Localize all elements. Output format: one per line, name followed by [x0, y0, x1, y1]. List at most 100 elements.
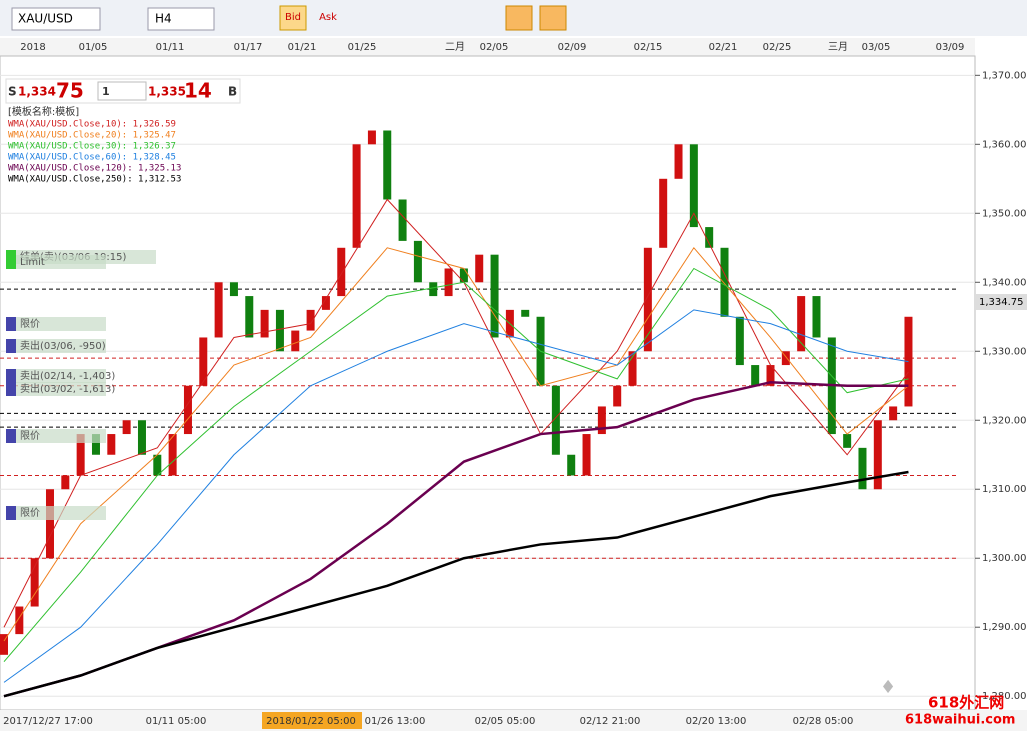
bid-button[interactable] — [279, 5, 307, 31]
time-axis — [0, 710, 1027, 731]
y-tick-label: 1,280.00 — [982, 691, 1027, 702]
order-mark — [6, 317, 16, 331]
candle — [582, 434, 591, 476]
symbol-select[interactable] — [11, 7, 101, 31]
y-tick-label: 1,310.00 — [982, 484, 1027, 495]
candle — [137, 420, 146, 455]
candle — [797, 296, 806, 352]
y-tick-label: 1,340.00 — [982, 277, 1027, 288]
candle — [889, 406, 898, 421]
date-label: 01/17 — [234, 42, 263, 53]
candle — [183, 385, 192, 435]
candle — [337, 247, 346, 297]
order-label: 限价 — [20, 507, 40, 519]
candle — [45, 489, 54, 559]
candle — [306, 309, 315, 331]
date-label: 三月 — [828, 41, 848, 53]
candle — [459, 268, 468, 283]
quote-sell_big: 1,334 — [18, 85, 56, 99]
candle — [521, 309, 530, 317]
candle — [643, 247, 652, 352]
candle — [751, 365, 760, 386]
order-label: Limit — [20, 257, 45, 268]
candle — [245, 296, 254, 338]
quote-sell_label: S — [8, 85, 17, 99]
candle — [0, 634, 8, 655]
candle — [628, 351, 637, 386]
y-tick-label: 1,290.00 — [982, 622, 1027, 633]
order-label: 卖出(03/06, -950) — [20, 339, 106, 352]
ask[interactable]: Ask — [319, 12, 337, 23]
time-label: 01/26 13:00 — [365, 716, 426, 727]
candle — [398, 199, 407, 241]
candle — [229, 282, 238, 297]
candle — [275, 309, 284, 352]
watermark: 618waihui.com — [905, 713, 1015, 728]
current-price: 1,334.75 — [979, 297, 1024, 308]
candle — [766, 365, 775, 386]
order-badge — [6, 317, 106, 331]
order-mark — [6, 506, 16, 520]
candle — [551, 385, 560, 455]
timeframe-select[interactable] — [147, 7, 215, 31]
candle — [597, 406, 606, 435]
tool-button[interactable] — [505, 5, 533, 31]
time-label: 02/12 21:00 — [580, 716, 641, 727]
quote-sell_small: 75 — [56, 79, 84, 103]
candle — [15, 606, 24, 635]
candle — [321, 296, 330, 310]
candle — [567, 454, 576, 476]
candle — [30, 558, 39, 607]
moving-average — [3, 470, 909, 698]
order-mark — [6, 255, 16, 269]
date-label: 二月 — [445, 41, 465, 53]
candle — [705, 227, 714, 248]
order-badge — [6, 369, 106, 383]
time-label: 02/28 05:00 — [793, 716, 854, 727]
candle — [76, 434, 85, 476]
candle — [720, 247, 729, 317]
quote-buy_small: 14 — [184, 79, 212, 103]
legend-title: [模板名称:模板] — [8, 105, 79, 118]
candle — [199, 337, 208, 386]
candle — [61, 475, 70, 490]
date-label: 01/25 — [348, 42, 377, 53]
legend-line: WMA(XAU/USD.Close,250): 1,312.53 — [8, 175, 181, 185]
candle — [367, 130, 376, 145]
candle — [413, 240, 422, 283]
date-label: 01/11 — [156, 42, 185, 53]
candle — [858, 447, 867, 490]
candle — [291, 330, 300, 352]
watermark: 618外汇网 — [928, 694, 1004, 712]
moving-average — [3, 309, 909, 683]
legend-line: WMA(XAU/USD.Close,20): 1,325.47 — [8, 131, 176, 141]
order-mark — [6, 429, 16, 443]
order-label: 卖出(02/14, -1,403) — [20, 369, 115, 382]
date-label: 02/15 — [634, 42, 663, 53]
time-label: 02/05 05:00 — [475, 716, 536, 727]
quote-buy_label: B — [228, 85, 237, 99]
tool-button[interactable] — [539, 5, 567, 31]
date-strip — [0, 38, 975, 56]
order-badge — [6, 339, 106, 353]
y-tick-label: 1,350.00 — [982, 208, 1027, 219]
order-badge — [6, 429, 106, 443]
legend-line: WMA(XAU/USD.Close,30): 1,326.37 — [8, 142, 176, 152]
date-label: 03/05 — [862, 42, 891, 53]
candle — [352, 144, 361, 248]
date-label: 02/25 — [763, 42, 792, 53]
time-label: 2017/12/27 17:00 — [3, 716, 93, 727]
lots-input[interactable] — [97, 81, 147, 101]
candle — [873, 420, 882, 490]
order-label: 限价 — [20, 430, 40, 442]
order-mark — [6, 369, 16, 383]
candle — [613, 385, 622, 407]
candle — [475, 254, 484, 283]
order-badge — [6, 506, 106, 520]
order-badge — [6, 255, 106, 269]
candle — [444, 268, 453, 297]
cursor-time — [262, 712, 362, 729]
candle — [429, 282, 438, 297]
date-label: 02/05 — [480, 42, 509, 53]
